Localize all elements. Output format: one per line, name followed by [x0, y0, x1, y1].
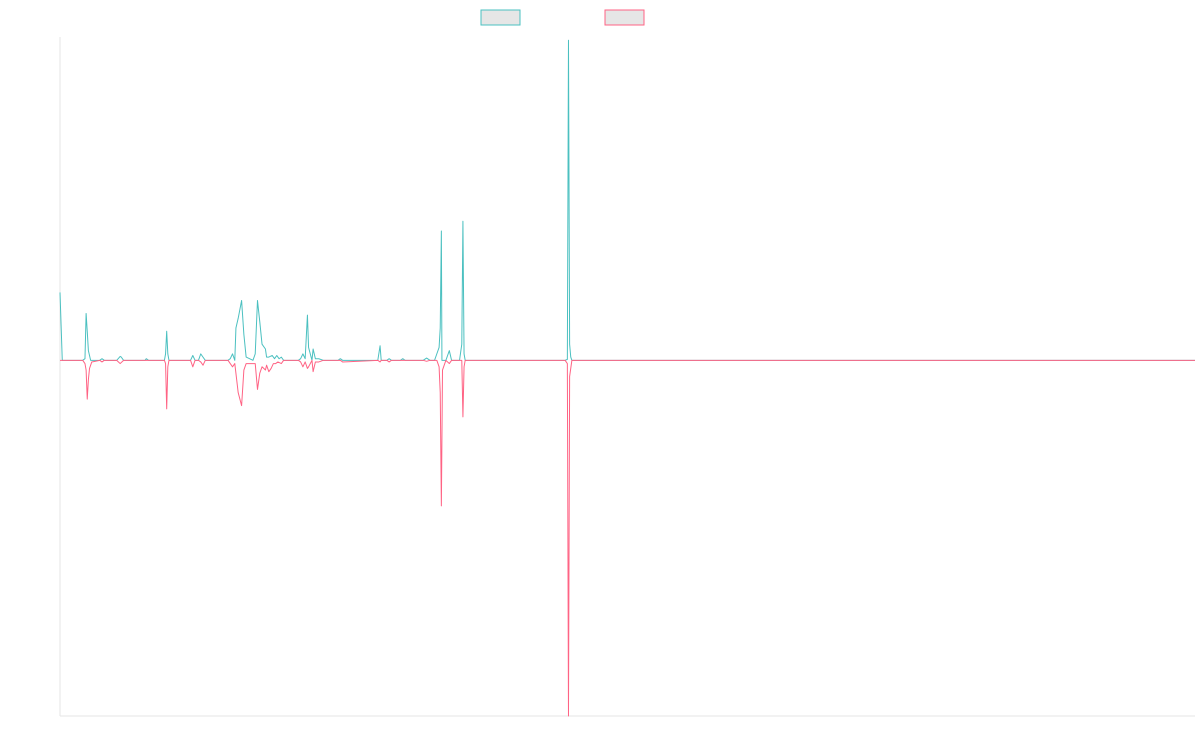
legend-swatch-series-1[interactable]	[480, 9, 521, 26]
axes	[59, 37, 1195, 717]
legend[interactable]	[480, 9, 645, 26]
legend-swatch-series-2[interactable]	[604, 9, 645, 26]
series-line-2	[60, 359, 1195, 717]
series-line-1	[59, 39, 1195, 361]
series-layer	[59, 39, 1195, 717]
